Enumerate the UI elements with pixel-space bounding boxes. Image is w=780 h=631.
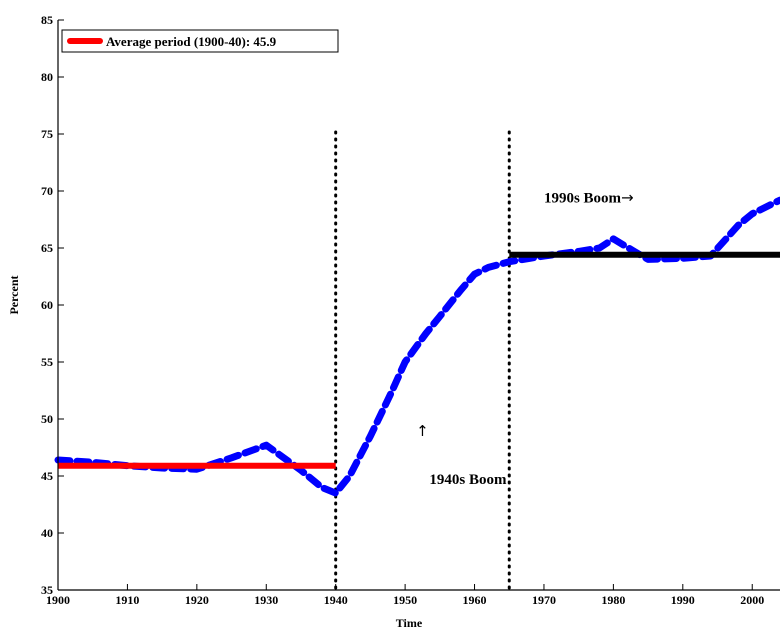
y-tick-label: 85 <box>41 13 53 27</box>
x-tick-label: 1950 <box>393 593 417 607</box>
y-tick-label: 75 <box>41 127 53 141</box>
x-tick-label: 1980 <box>601 593 625 607</box>
x-axis-ticks: 1900 1910 1920 1930 1940 1950 1960 1970 1980 1990… <box>46 584 764 607</box>
x-tick-label: 2000 <box>740 593 764 607</box>
x-axis-title: Time <box>396 616 423 630</box>
x-tick-label: 1970 <box>532 593 556 607</box>
y-tick-label: 45 <box>41 469 53 483</box>
legend-box <box>61 29 339 53</box>
y-tick-label: 40 <box>41 526 53 540</box>
x-tick-label: 1930 <box>254 593 278 607</box>
y-axis-title: Percent <box>7 275 21 314</box>
annotation-arrow: → <box>621 188 634 206</box>
legend-label: Average period (1900-40): 45.9 <box>106 34 277 49</box>
y-tick-label: 55 <box>41 355 53 369</box>
annotation-arrow: ↑ <box>416 422 429 440</box>
x-tick-label: 1910 <box>115 593 139 607</box>
legend: Average period (1900-40): 45.9 <box>61 29 339 53</box>
y-tick-label: 50 <box>41 412 53 426</box>
series-line-1 <box>54 196 780 497</box>
x-tick-label: 1920 <box>185 593 209 607</box>
y-tick-label: 35 <box>41 583 53 597</box>
annotations: 1940s Boom ↑ 1990s Boom → <box>416 188 633 488</box>
x-tick-label: 1960 <box>463 593 487 607</box>
y-tick-label: 60 <box>41 298 53 312</box>
x-tick-label: 1900 <box>46 593 70 607</box>
x-tick-label: 1940 <box>324 593 348 607</box>
plot-area <box>54 130 780 592</box>
axes-frame <box>57 20 780 591</box>
y-axis-ticks: 35 40 45 50 55 60 65 70 75 80 85 <box>41 13 64 597</box>
y-tick-label: 65 <box>41 241 53 255</box>
annotation-label: 1940s Boom <box>429 472 507 488</box>
x-tick-label: 1990 <box>671 593 695 607</box>
y-tick-label: 70 <box>41 184 53 198</box>
y-tick-label: 80 <box>41 70 53 84</box>
annotation-label: 1990s Boom <box>544 190 622 206</box>
